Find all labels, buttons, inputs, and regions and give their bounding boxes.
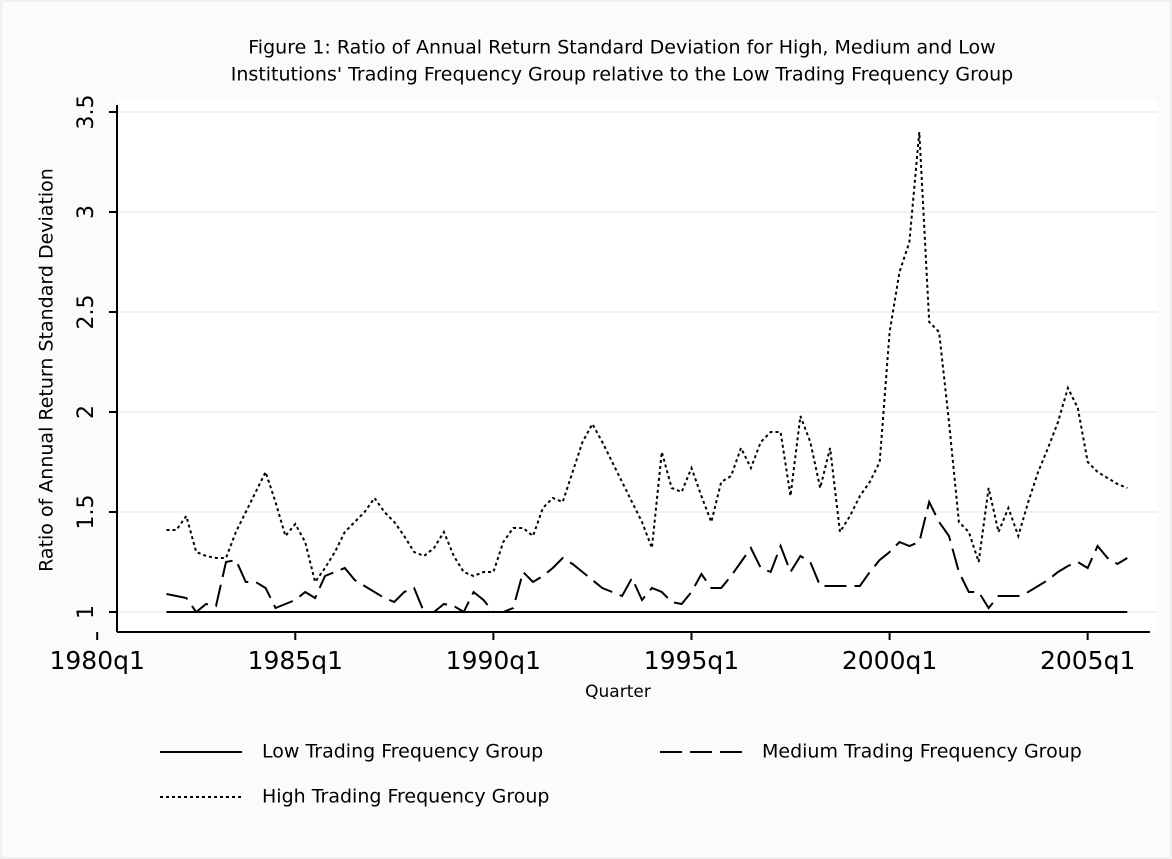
y-tick-label: 1 bbox=[74, 605, 99, 619]
series-line bbox=[166, 499, 1128, 614]
x-tick-label: 1995q1 bbox=[644, 646, 739, 675]
x-tick-label: 1980q1 bbox=[49, 646, 144, 675]
x-tick-label: 2005q1 bbox=[1040, 646, 1135, 675]
x-tick-label: 1985q1 bbox=[248, 646, 343, 675]
x-axis-label: Quarter bbox=[585, 682, 651, 702]
chart-title: Figure 1: Ratio of Annual Return Standar… bbox=[248, 37, 995, 59]
y-axis-label: Ratio of Annual Return Standard Deviatio… bbox=[36, 168, 58, 572]
y-tick-label: 2.5 bbox=[74, 295, 99, 330]
series-line bbox=[166, 131, 1128, 585]
y-tick-label: 3 bbox=[74, 205, 99, 219]
y-tick-label: 3.5 bbox=[74, 95, 99, 130]
y-tick-label: 1.5 bbox=[74, 495, 99, 530]
legend-label: Low Trading Frequency Group bbox=[262, 741, 543, 763]
chart-title: Institutions' Trading Frequency Group re… bbox=[231, 64, 1013, 86]
legend-label: High Trading Frequency Group bbox=[262, 786, 550, 808]
plot-area bbox=[117, 100, 1157, 632]
y-tick-label: 2 bbox=[74, 405, 99, 419]
x-tick-label: 1990q1 bbox=[446, 646, 541, 675]
legend-label: Medium Trading Frequency Group bbox=[762, 741, 1082, 763]
x-tick-label: 2000q1 bbox=[842, 646, 937, 675]
